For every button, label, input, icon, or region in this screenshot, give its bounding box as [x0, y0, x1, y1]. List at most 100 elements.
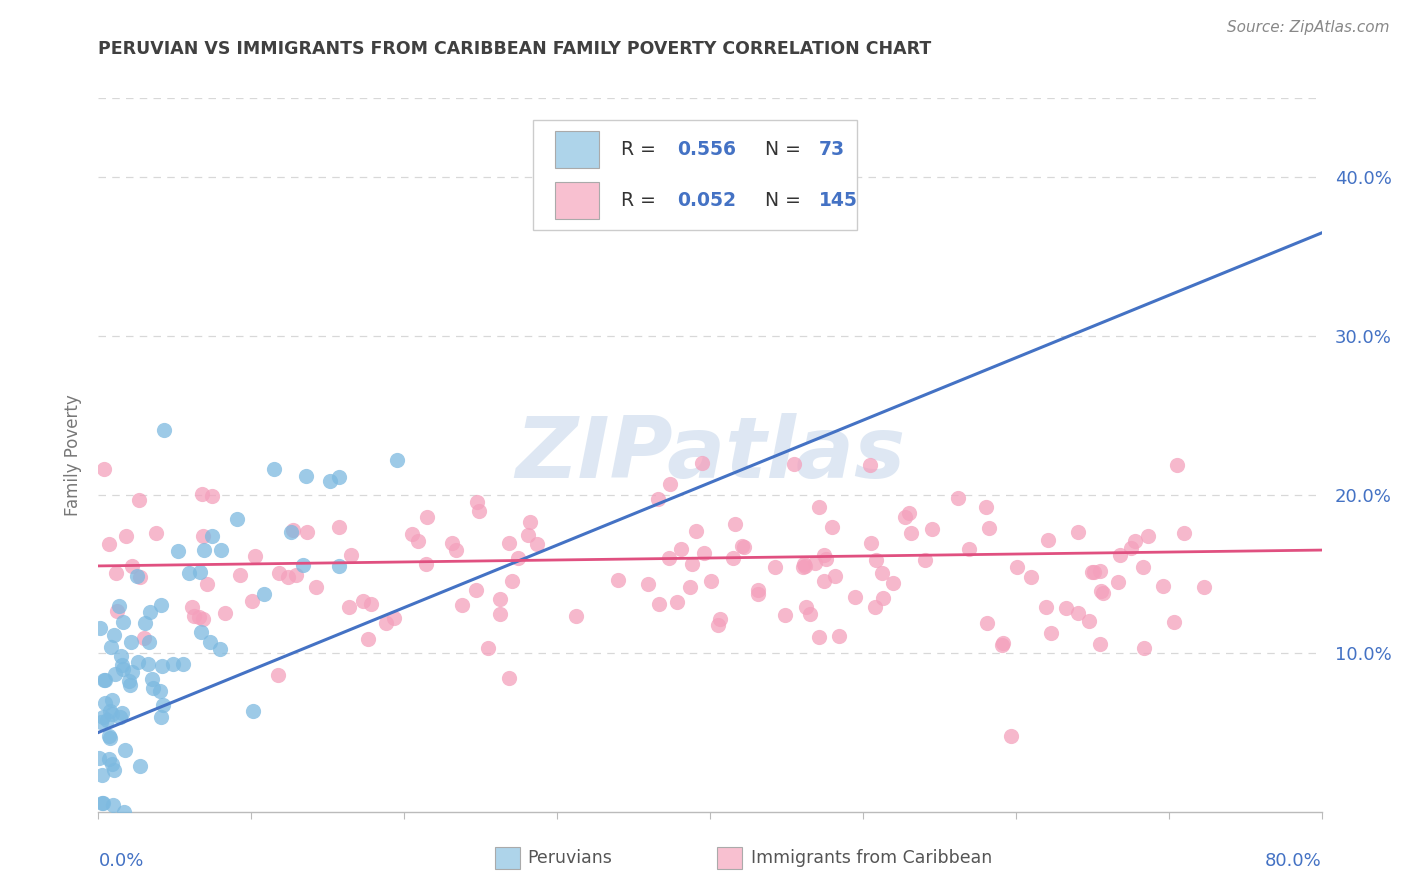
Point — [1132, 560, 1154, 574]
Point — [401, 526, 423, 541]
Point — [252, 587, 274, 601]
Point — [1054, 600, 1077, 615]
Text: 145: 145 — [818, 191, 858, 210]
Point — [91, 710, 114, 724]
Point — [152, 698, 174, 713]
Point — [294, 469, 316, 483]
Point — [108, 710, 131, 724]
Point — [214, 606, 236, 620]
Point — [111, 657, 134, 672]
Point — [118, 678, 141, 692]
Point — [201, 529, 224, 543]
Point — [807, 630, 830, 644]
Point — [1077, 614, 1099, 628]
Point — [1152, 579, 1174, 593]
Point — [1035, 599, 1057, 614]
Point — [1067, 606, 1090, 620]
Point — [360, 597, 382, 611]
Bar — [555, 182, 599, 219]
Point — [118, 674, 141, 689]
Point — [659, 477, 682, 491]
Point — [1066, 524, 1088, 539]
Point — [865, 599, 887, 614]
Point — [183, 608, 205, 623]
Text: 0.052: 0.052 — [678, 191, 735, 210]
Point — [844, 590, 866, 604]
Point — [104, 566, 127, 580]
Point — [707, 618, 730, 632]
Point — [921, 522, 943, 536]
Point — [1107, 574, 1129, 589]
Point — [747, 587, 769, 601]
Point — [914, 553, 936, 567]
Text: 0.0%: 0.0% — [98, 852, 143, 870]
Point — [98, 731, 121, 746]
Point — [782, 457, 804, 471]
Point — [872, 591, 894, 606]
Point — [385, 452, 408, 467]
Point — [681, 558, 703, 572]
Point — [489, 607, 512, 621]
Point — [441, 536, 464, 550]
Point — [138, 605, 160, 619]
Point — [991, 638, 1014, 652]
Point — [1083, 566, 1105, 580]
Point — [101, 707, 124, 722]
Point — [1123, 533, 1146, 548]
Point — [162, 657, 184, 671]
Point — [93, 462, 115, 476]
Point — [166, 543, 188, 558]
Point — [96, 713, 118, 727]
Text: N =: N = — [765, 191, 807, 210]
Point — [828, 628, 851, 642]
Point — [979, 521, 1001, 535]
Bar — [533, 120, 856, 230]
Point — [859, 458, 882, 472]
Point — [89, 621, 111, 635]
Point — [285, 568, 308, 582]
Point — [415, 557, 437, 571]
Point — [648, 597, 671, 611]
Point — [357, 632, 380, 646]
Point — [94, 673, 117, 688]
Point — [794, 599, 817, 614]
Text: Source: ZipAtlas.com: Source: ZipAtlas.com — [1226, 20, 1389, 35]
Point — [267, 566, 290, 580]
Point — [450, 598, 472, 612]
Point — [384, 610, 406, 624]
Point — [114, 743, 136, 757]
Point — [957, 541, 980, 556]
Point — [152, 424, 174, 438]
Point — [488, 591, 510, 606]
Point — [229, 568, 252, 582]
Point — [150, 598, 173, 612]
Bar — [555, 131, 599, 168]
Point — [865, 553, 887, 567]
Point — [690, 456, 713, 470]
Point — [976, 615, 998, 630]
Point — [128, 492, 150, 507]
Point — [103, 627, 125, 641]
Point — [1133, 640, 1156, 655]
Point — [900, 526, 922, 541]
Point — [108, 599, 131, 613]
Text: R =: R = — [620, 191, 662, 210]
Point — [733, 540, 755, 554]
Point — [721, 550, 744, 565]
Point — [375, 615, 398, 630]
Point — [121, 558, 143, 573]
Point — [201, 490, 224, 504]
Point — [700, 574, 723, 589]
Point — [242, 705, 264, 719]
Point — [112, 662, 135, 676]
Point — [1166, 458, 1188, 472]
Point — [142, 681, 165, 695]
Point — [181, 600, 204, 615]
Point — [792, 560, 814, 574]
Point — [91, 796, 114, 810]
Point — [93, 673, 115, 687]
Point — [821, 520, 844, 534]
Point — [280, 525, 302, 540]
Point — [319, 474, 342, 488]
Point — [263, 461, 285, 475]
